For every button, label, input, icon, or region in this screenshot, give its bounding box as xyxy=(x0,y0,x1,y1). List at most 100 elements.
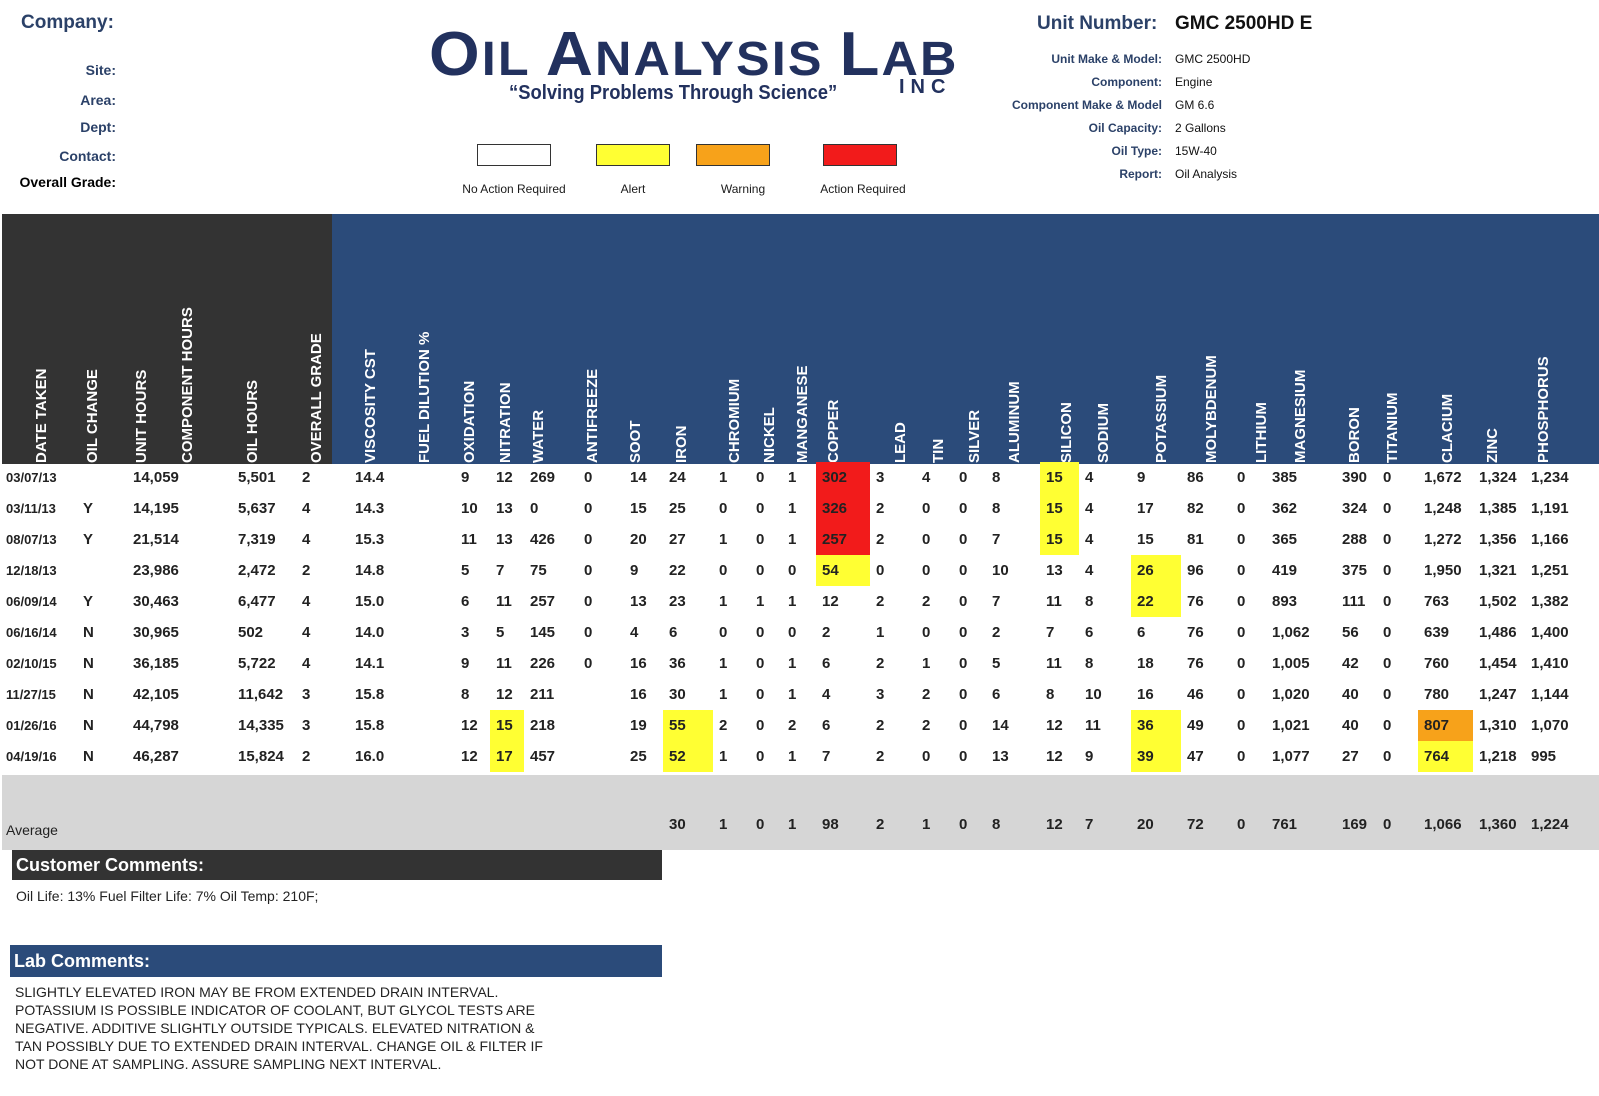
table-cell: 1,324 xyxy=(1479,469,1517,486)
table-row: 12/18/13 23,986 2,472 2 14.8 5 7 75 0 9 22 0 0 0 54 0 0 0… xyxy=(0,555,1599,586)
table-cell: 5,501 xyxy=(238,469,276,486)
table-cell: 0 xyxy=(584,469,593,486)
average-cell: 1,224 xyxy=(1531,816,1569,833)
table-cell: 1,382 xyxy=(1531,593,1569,610)
average-cell: 169 xyxy=(1342,816,1368,833)
table-cell: 24 xyxy=(669,469,686,486)
table-cell: 0 xyxy=(756,655,765,672)
table-cell: 1 xyxy=(876,624,885,641)
component-label: Component: xyxy=(1091,75,1162,89)
table-cell: 81 xyxy=(1187,531,1204,548)
column-header-label: OIL HOURS xyxy=(244,379,261,463)
table-cell: 1,021 xyxy=(1272,717,1310,734)
customer-comments-text: Oil Life: 13% Fuel Filter Life: 7% Oil T… xyxy=(16,888,319,904)
average-cell: 0 xyxy=(756,816,765,833)
table-cell: 11 xyxy=(1046,593,1062,610)
table-cell: 639 xyxy=(1424,624,1450,641)
table-cell: 0 xyxy=(1237,624,1246,641)
table-cell: 0 xyxy=(584,593,593,610)
table-cell: 2 xyxy=(876,531,885,548)
table-cell: 44,798 xyxy=(133,717,179,734)
column-header-label: TITANIUM xyxy=(1384,392,1401,463)
table-cell: 16.0 xyxy=(355,748,385,765)
dept-label: Dept: xyxy=(80,119,116,135)
table-cell: 1,321 xyxy=(1479,562,1517,579)
table-cell: 1 xyxy=(719,655,728,672)
logo-wordmark: OIL ANALYSIS LAB xyxy=(429,20,959,89)
table-cell: 15 xyxy=(630,500,647,517)
table-cell: 76 xyxy=(1187,655,1204,672)
table-cell: 12 xyxy=(461,748,478,765)
column-header-label: NICKEL xyxy=(761,407,778,463)
table-cell: 36 xyxy=(1131,710,1181,741)
table-cell: 3 xyxy=(876,469,885,486)
table-cell: 26 xyxy=(1131,555,1181,586)
table-cell: 3 xyxy=(302,686,311,703)
average-cell: 0 xyxy=(1237,816,1246,833)
table-cell: 3 xyxy=(461,624,470,641)
table-cell: 4 xyxy=(302,624,311,641)
table-cell: 2 xyxy=(876,655,885,672)
table-cell: 764 xyxy=(1418,741,1473,772)
area-label: Area: xyxy=(80,92,116,108)
table-cell: 0 xyxy=(959,531,968,548)
table-cell: 14.0 xyxy=(355,624,385,641)
table-cell: 8 xyxy=(1085,655,1094,672)
table-cell: 0 xyxy=(756,624,765,641)
table-cell: 375 xyxy=(1342,562,1368,579)
table-cell: Y xyxy=(83,500,94,517)
table-cell: 10 xyxy=(1085,686,1102,703)
table-cell: 40 xyxy=(1342,686,1359,703)
table-cell: Y xyxy=(83,593,94,610)
table-cell: 06/09/14 xyxy=(6,594,57,609)
table-cell: 0 xyxy=(1237,500,1246,517)
average-cell: 1,360 xyxy=(1479,816,1517,833)
table-cell xyxy=(409,710,455,741)
table-cell: 02/10/15 xyxy=(6,656,57,671)
table-cell: 269 xyxy=(530,469,556,486)
table-cell: 0 xyxy=(1383,655,1392,672)
table-cell: 23 xyxy=(669,593,686,610)
table-cell: 1,077 xyxy=(1272,748,1310,765)
table-cell: 11,642 xyxy=(238,686,284,703)
table-cell: 0 xyxy=(1383,748,1392,765)
table-cell: 780 xyxy=(1424,686,1450,703)
table-cell: 9 xyxy=(461,469,470,486)
average-cell: 8 xyxy=(992,816,1001,833)
table-cell: 8 xyxy=(992,500,1001,517)
table-cell: 7 xyxy=(822,748,831,765)
table-cell: 0 xyxy=(788,562,797,579)
table-cell: 3 xyxy=(302,717,311,734)
overall-grade-label: Overall Grade: xyxy=(19,174,117,190)
table-cell: 0 xyxy=(959,562,968,579)
table-cell: 385 xyxy=(1272,469,1298,486)
table-header-right xyxy=(332,214,1599,464)
table-cell: 25 xyxy=(669,500,686,517)
table-cell: 40 xyxy=(1342,717,1359,734)
table-cell: 0 xyxy=(1237,469,1246,486)
table-cell: 893 xyxy=(1272,593,1298,610)
table-cell: 19 xyxy=(630,717,647,734)
table-cell: 4 xyxy=(630,624,639,641)
table-cell: N xyxy=(83,655,94,672)
table-row: 08/07/13 Y 21,514 7,319 4 15.3 11 13 426 0 20 27 1 0 1… xyxy=(0,524,1599,555)
table-cell: 0 xyxy=(756,748,765,765)
table-cell xyxy=(170,586,232,617)
table-cell xyxy=(409,493,455,524)
table-cell: 42,105 xyxy=(133,686,179,703)
table-cell: 0 xyxy=(922,562,931,579)
table-cell: 1 xyxy=(788,655,797,672)
table-cell: 1,950 xyxy=(1424,562,1462,579)
column-headers: DATE TAKEN OIL CHANGE UNIT HOURS COMPONENT … xyxy=(0,214,1599,463)
table-cell: 2 xyxy=(876,500,885,517)
column-header-label: CHROMIUM xyxy=(726,378,743,463)
table-cell xyxy=(170,679,232,710)
table-cell: 9 xyxy=(630,562,639,579)
table-cell: 15 xyxy=(490,710,524,741)
average-cell: 2 xyxy=(876,816,885,833)
customer-comments-title: Customer Comments: xyxy=(12,850,662,880)
table-cell: 2 xyxy=(876,748,885,765)
table-cell: 2 xyxy=(788,717,797,734)
table-cell: 4 xyxy=(822,686,831,703)
lab-comment-line: NOT DONE AT SAMPLING. ASSURE SAMPLING NE… xyxy=(15,1056,442,1072)
